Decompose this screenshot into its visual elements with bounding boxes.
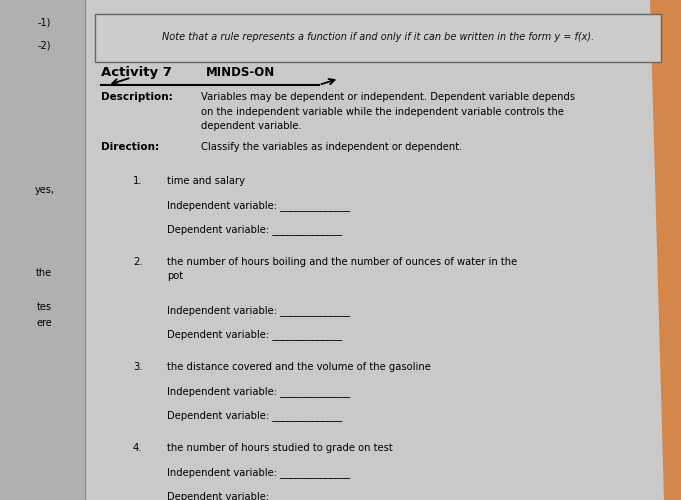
- Text: 3.: 3.: [133, 362, 142, 372]
- Text: Dependent variable: ______________: Dependent variable: ______________: [167, 410, 342, 421]
- Text: Activity 7: Activity 7: [101, 66, 172, 79]
- Text: Independent variable: ______________: Independent variable: ______________: [167, 305, 350, 316]
- Text: Independent variable: ______________: Independent variable: ______________: [167, 200, 350, 211]
- Polygon shape: [650, 0, 681, 500]
- Text: 4.: 4.: [133, 443, 142, 453]
- Text: Classify the variables as independent or dependent.: Classify the variables as independent or…: [201, 142, 462, 152]
- Text: the: the: [36, 268, 52, 278]
- FancyBboxPatch shape: [0, 0, 85, 500]
- Text: -1): -1): [37, 18, 51, 28]
- Text: 1.: 1.: [133, 176, 142, 186]
- Text: time and salary: time and salary: [167, 176, 245, 186]
- Text: ere: ere: [36, 318, 52, 328]
- Text: Dependent variable: ______________: Dependent variable: ______________: [167, 224, 342, 235]
- Text: MINDS-ON: MINDS-ON: [206, 66, 276, 79]
- Text: Description:: Description:: [101, 92, 172, 102]
- Text: Note that a rule represents a function if and only if it can be written in the f: Note that a rule represents a function i…: [162, 32, 594, 42]
- Text: Independent variable: ______________: Independent variable: ______________: [167, 467, 350, 478]
- Text: Dependent variable: ______________: Dependent variable: ______________: [167, 329, 342, 340]
- Text: Direction:: Direction:: [101, 142, 159, 152]
- Text: tes: tes: [37, 302, 52, 312]
- FancyBboxPatch shape: [95, 14, 661, 62]
- Text: the number of hours boiling and the number of ounces of water in the
pot: the number of hours boiling and the numb…: [167, 257, 517, 281]
- Text: Variables may be dependent or independent. Dependent variable depends
on the ind: Variables may be dependent or independen…: [201, 92, 575, 132]
- Text: Independent variable: ______________: Independent variable: ______________: [167, 386, 350, 397]
- Text: 2.: 2.: [133, 257, 142, 267]
- Text: the distance covered and the volume of the gasoline: the distance covered and the volume of t…: [167, 362, 430, 372]
- Text: yes,: yes,: [34, 185, 54, 195]
- Text: the number of hours studied to grade on test: the number of hours studied to grade on …: [167, 443, 392, 453]
- Text: -2): -2): [37, 40, 51, 50]
- Text: Dependent variable: ______________: Dependent variable: ______________: [167, 491, 342, 500]
